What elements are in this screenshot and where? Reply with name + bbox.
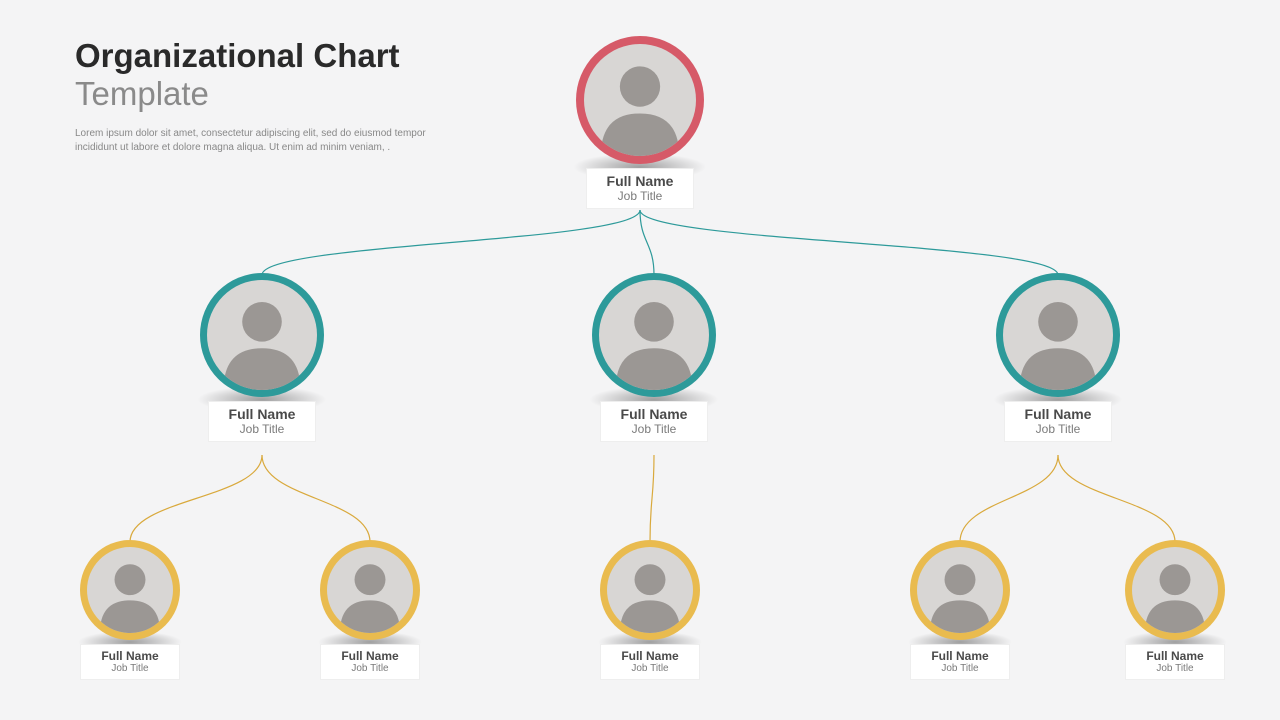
page-description: Lorem ipsum dolor sit amet, consectetur … — [75, 127, 435, 155]
avatar-ring — [200, 273, 324, 397]
node-name: Full Name — [621, 649, 678, 663]
org-node: Full Name Job Title — [576, 36, 704, 209]
node-name: Full Name — [341, 649, 398, 663]
avatar-ring — [910, 540, 1010, 640]
node-label-card: Full Name Job Title — [1125, 644, 1224, 680]
node-name: Full Name — [621, 406, 688, 422]
node-label-card: Full Name Job Title — [910, 644, 1009, 680]
node-job-title: Job Title — [341, 663, 398, 674]
node-name: Full Name — [1146, 649, 1203, 663]
avatar — [607, 547, 693, 633]
node-job-title: Job Title — [607, 189, 674, 203]
avatar — [87, 547, 173, 633]
org-node: Full Name Job Title — [600, 540, 700, 680]
avatar — [1132, 547, 1218, 633]
avatar-ring — [80, 540, 180, 640]
node-name: Full Name — [931, 649, 988, 663]
avatar — [327, 547, 413, 633]
node-label-card: Full Name Job Title — [1004, 401, 1113, 442]
org-node: Full Name Job Title — [200, 273, 324, 442]
page-title-line2: Template — [75, 76, 495, 112]
node-job-title: Job Title — [229, 422, 296, 436]
avatar-ring — [1125, 540, 1225, 640]
avatar-ring — [600, 540, 700, 640]
avatar — [207, 280, 317, 390]
avatar-ring — [996, 273, 1120, 397]
org-node: Full Name Job Title — [80, 540, 180, 680]
node-label-card: Full Name Job Title — [600, 401, 709, 442]
node-job-title: Job Title — [621, 422, 688, 436]
avatar-ring — [320, 540, 420, 640]
node-label-card: Full Name Job Title — [320, 644, 419, 680]
org-node: Full Name Job Title — [996, 273, 1120, 442]
node-name: Full Name — [101, 649, 158, 663]
node-job-title: Job Title — [1146, 663, 1203, 674]
node-job-title: Job Title — [101, 663, 158, 674]
node-name: Full Name — [607, 173, 674, 189]
org-node: Full Name Job Title — [592, 273, 716, 442]
node-name: Full Name — [1025, 406, 1092, 422]
avatar — [917, 547, 1003, 633]
node-label-card: Full Name Job Title — [600, 644, 699, 680]
node-job-title: Job Title — [1025, 422, 1092, 436]
node-label-card: Full Name Job Title — [80, 644, 179, 680]
org-node: Full Name Job Title — [1125, 540, 1225, 680]
org-node: Full Name Job Title — [320, 540, 420, 680]
header-block: Organizational Chart Template Lorem ipsu… — [75, 38, 495, 155]
node-job-title: Job Title — [621, 663, 678, 674]
node-job-title: Job Title — [931, 663, 988, 674]
node-label-card: Full Name Job Title — [208, 401, 317, 442]
avatar-ring — [592, 273, 716, 397]
avatar — [599, 280, 709, 390]
avatar — [584, 44, 696, 156]
node-name: Full Name — [229, 406, 296, 422]
org-node: Full Name Job Title — [910, 540, 1010, 680]
page-title-line1: Organizational Chart — [75, 38, 495, 74]
avatar — [1003, 280, 1113, 390]
node-label-card: Full Name Job Title — [586, 168, 695, 209]
avatar-ring — [576, 36, 704, 164]
